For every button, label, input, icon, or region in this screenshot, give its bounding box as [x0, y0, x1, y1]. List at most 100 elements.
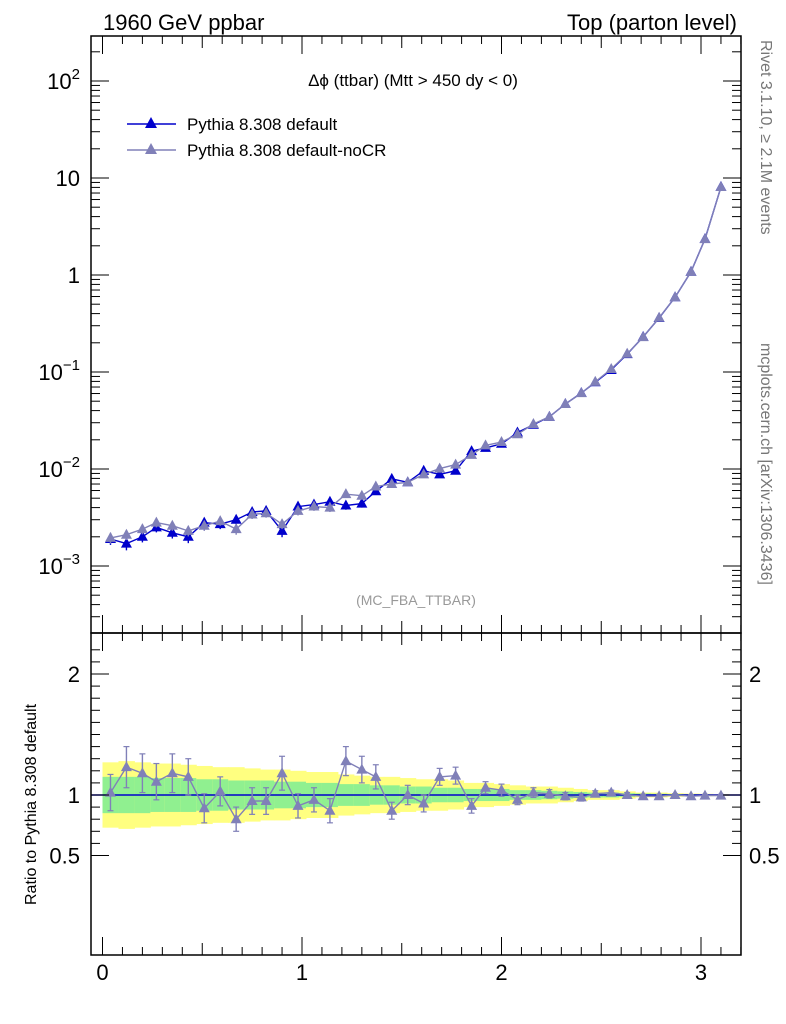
- x-tick-label: 3: [695, 960, 707, 985]
- ratio-data-point: [246, 795, 258, 806]
- y-tick-label: 10−3: [38, 551, 80, 579]
- ratio-data-point: [104, 786, 116, 797]
- data-point: [511, 428, 523, 439]
- data-point: [386, 472, 398, 483]
- data-point: [120, 537, 132, 548]
- data-point: [166, 519, 178, 530]
- ratio-y-tick-label-right: 0.5: [749, 844, 780, 869]
- data-point: [104, 531, 116, 542]
- ratio-y-tick-labels: 0.5 0.5 1 1 2 2: [49, 662, 779, 869]
- series-line: [110, 186, 722, 545]
- ratio-data-point: [324, 804, 336, 815]
- ratio-data-point: [402, 789, 414, 799]
- data-point: [230, 523, 242, 534]
- ratio-data-point: [543, 787, 555, 798]
- ratio-data-point: [669, 789, 681, 799]
- main-panel: 10−3 10−2 10−1 1 10 102 Δϕ (ttbar) (Mtt > 450…: [38, 35, 742, 634]
- ratio-data-point: [496, 784, 507, 795]
- ratio-data-point: [214, 785, 226, 796]
- data-point: [198, 519, 210, 530]
- data-point: [434, 462, 446, 473]
- data-point: [527, 418, 539, 429]
- data-point: [246, 508, 258, 519]
- data-point: [434, 468, 446, 479]
- data-point: [418, 468, 430, 479]
- ratio-data-point: [198, 802, 210, 813]
- ratio-data-point: [559, 790, 571, 801]
- legend-marker-1: [145, 117, 157, 128]
- data-point: [559, 397, 571, 408]
- data-point: [150, 516, 162, 527]
- ratio-data-point: [621, 789, 633, 799]
- ratio-data-point: [685, 790, 697, 801]
- ratio-data-point: [308, 793, 320, 804]
- ratio-data-point: [340, 755, 352, 766]
- analysis-tag: (MC_FBA_TTBAR): [356, 592, 476, 608]
- data-point: [480, 439, 492, 450]
- ratio-data-point: [386, 804, 398, 815]
- data-point: [230, 513, 242, 524]
- data-point: [543, 410, 555, 421]
- data-point: [450, 464, 462, 475]
- x-tick-label: 2: [495, 960, 507, 985]
- data-point: [715, 181, 727, 192]
- data-point: [575, 387, 587, 398]
- ratio-data-point: [466, 799, 478, 810]
- series-line: [110, 186, 722, 539]
- y-tick-label: 10: [56, 166, 80, 191]
- legend-label-2: Pythia 8.308 default-noCR: [187, 141, 386, 160]
- ratio-data-point: [136, 767, 148, 778]
- ratio-data-point: [653, 790, 665, 801]
- data-point: [260, 507, 272, 518]
- data-point: [356, 489, 368, 500]
- data-point: [276, 518, 288, 529]
- data-point: [653, 311, 665, 322]
- ratio-data-point: [511, 793, 523, 804]
- ratio-y-tick-label-right: 1: [749, 783, 761, 808]
- y-tick-label: 1: [68, 263, 80, 288]
- data-point: [450, 458, 462, 469]
- data-point: [685, 265, 697, 276]
- data-point: [356, 497, 368, 508]
- ratio-data-point: [276, 767, 288, 778]
- mcplots-label: mcplots.cern.ch [arXiv:1306.3436]: [757, 343, 774, 585]
- x-tick-label: 1: [296, 960, 308, 985]
- data-point: [214, 515, 226, 526]
- ratio-data-point: [527, 786, 539, 797]
- ratio-data-point: [150, 775, 162, 786]
- ratio-ticks: [91, 633, 742, 955]
- ratio-data-point: [575, 791, 587, 802]
- data-point: [136, 530, 148, 541]
- data-point: [324, 495, 336, 506]
- data-point: [182, 524, 194, 535]
- y-tick-label: 10−2: [38, 454, 80, 482]
- legend-label-1: Pythia 8.308 default: [187, 115, 338, 134]
- ratio-data-point: [292, 799, 304, 810]
- ratio-data-point: [637, 790, 649, 801]
- data-point: [466, 448, 478, 459]
- ratio-data-point: [166, 767, 178, 778]
- ratio-data-point: [230, 813, 242, 824]
- plot-title: Δϕ (ttbar) (Mtt > 450 dy < 0): [308, 71, 518, 90]
- ratio-data-point: [589, 787, 601, 798]
- ratio-data-point: [370, 770, 382, 781]
- data-point: [496, 435, 507, 446]
- ratio-frame: [90, 632, 742, 956]
- data-point: [402, 476, 414, 487]
- data-point: [166, 526, 178, 537]
- data-point: [340, 488, 352, 499]
- data-point: [324, 501, 336, 512]
- data-point: [637, 331, 649, 342]
- data-point: [669, 291, 681, 302]
- main-y-tick-labels: 10−3 10−2 10−1 1 10 102: [38, 66, 80, 579]
- ratio-series-line: [109, 760, 721, 821]
- data-point: [276, 524, 288, 535]
- data-point: [621, 347, 633, 358]
- data-point: [589, 375, 601, 386]
- data-point: [136, 523, 148, 534]
- ratio-data-point: [715, 789, 727, 800]
- ratio-data-point: [434, 770, 446, 781]
- data-point: [292, 504, 304, 515]
- main-ticks: [91, 36, 742, 633]
